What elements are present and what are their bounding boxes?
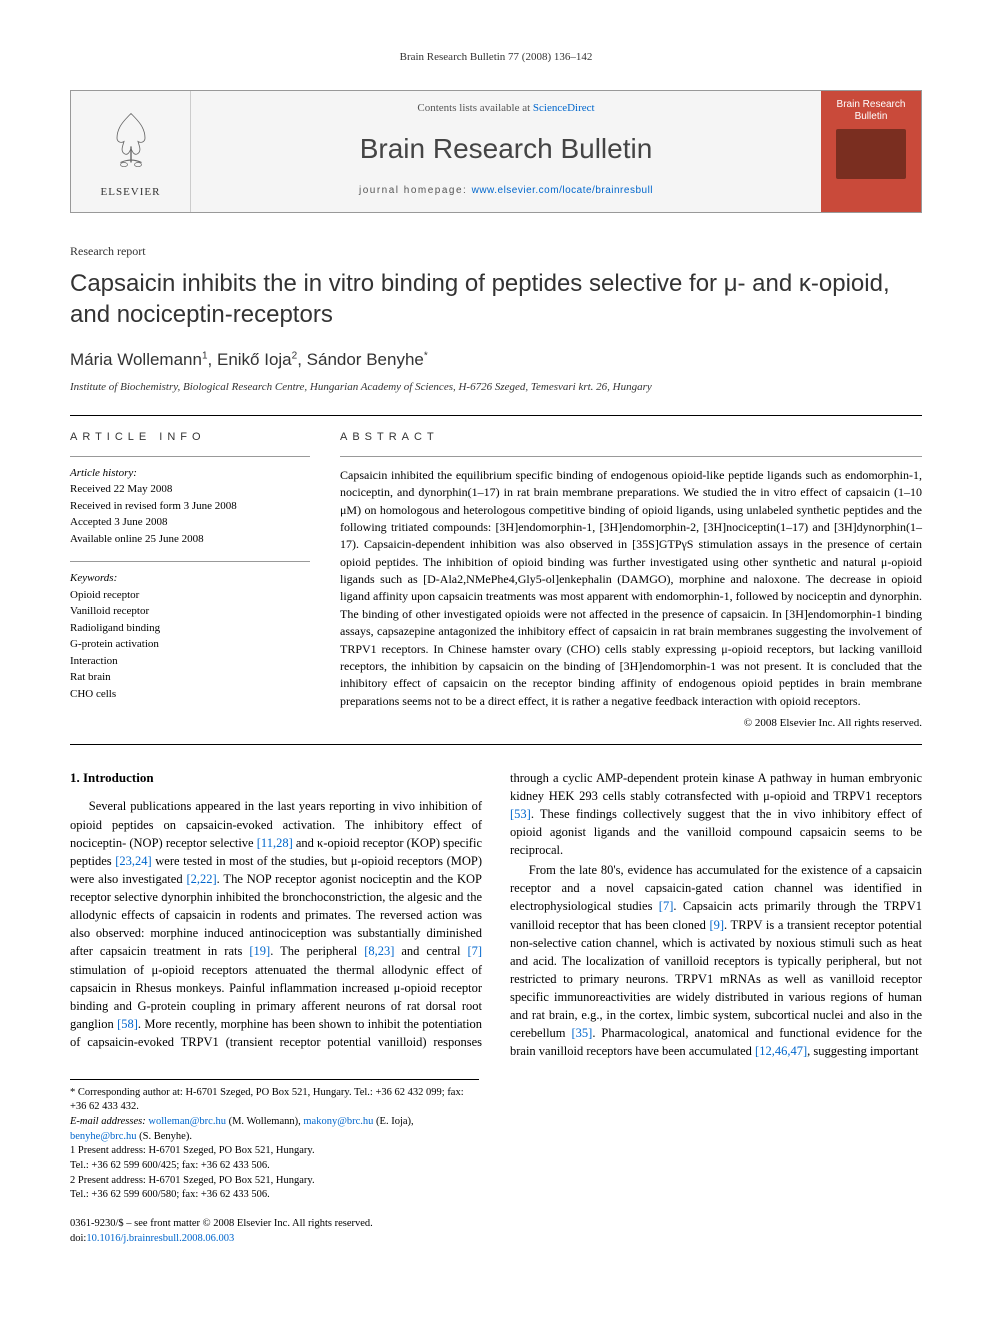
running-header: Brain Research Bulletin 77 (2008) 136–14… [70,50,922,65]
keywords-block: Keywords: Opioid receptor Vanilloid rece… [70,561,310,702]
citation-link[interactable]: [11,28] [257,836,293,850]
affiliation: Institute of Biochemistry, Biological Re… [70,380,922,395]
text-run: , suggesting important [807,1044,918,1058]
keyword: Interaction [70,653,310,670]
history-item: Accepted 3 June 2008 [70,514,310,531]
publisher-block: ELSEVIER [71,91,191,212]
keywords-label: Keywords: [70,570,310,587]
doi-link[interactable]: 10.1016/j.brainresbull.2008.06.003 [86,1233,234,1244]
homepage-prefix: journal homepage: [359,185,472,196]
masthead-center: Contents lists available at ScienceDirec… [191,91,821,212]
keyword: Opioid receptor [70,587,310,604]
citation-link[interactable]: [2,22] [186,872,216,886]
article-info: ARTICLE INFO Article history: Received 2… [70,430,310,731]
email-link[interactable]: benyhe@brc.hu [70,1131,137,1142]
journal-homepage: journal homepage: www.elsevier.com/locat… [201,184,811,198]
keyword: Radioligand binding [70,620,310,637]
email-who: (M. Wollemann), [226,1116,303,1127]
intro-heading: 1. Introduction [70,769,482,788]
citation-link[interactable]: [7] [659,899,674,913]
author-note-tel: Tel.: +36 62 599 600/425; fax: +36 62 43… [70,1159,479,1174]
citation-link[interactable]: [53] [510,807,531,821]
text-run: . The peripheral [270,944,364,958]
contents-line: Contents lists available at ScienceDirec… [201,101,811,116]
doi-prefix: doi: [70,1233,86,1244]
cover-title: Brain Research Bulletin [837,99,906,123]
keyword: Rat brain [70,669,310,686]
divider [70,744,922,745]
footnotes: * Corresponding author at: H-6701 Szeged… [70,1079,479,1204]
keyword: CHO cells [70,686,310,703]
article-history: Article history: Received 22 May 2008 Re… [70,456,310,548]
front-matter-line: 0361-9230/$ – see front matter © 2008 El… [70,1217,922,1232]
sciencedirect-link[interactable]: ScienceDirect [533,102,595,114]
journal-cover: Brain Research Bulletin [821,91,921,212]
citation-link[interactable]: [9] [709,918,724,932]
history-label: Article history: [70,465,310,482]
elsevier-tree-icon [96,103,166,173]
email-who: (S. Benyhe). [137,1131,192,1142]
article-title: Capsaicin inhibits the in vitro binding … [70,268,922,330]
article-type: Research report [70,243,922,260]
email-who: (E. Ioja), [373,1116,413,1127]
text-run: stimulation of μ-opioid receptors attenu… [70,963,482,977]
article-info-label: ARTICLE INFO [70,430,310,445]
cover-line2: Bulletin [855,111,888,122]
doi-line: doi:10.1016/j.brainresbull.2008.06.003 [70,1232,922,1247]
cover-image-icon [836,129,906,179]
corresponding-author: * Corresponding author at: H-6701 Szeged… [70,1086,479,1115]
text-run: . These findings collectively suggest th… [510,807,922,857]
citation-link[interactable]: [7] [467,944,482,958]
body-text: 1. Introduction Several publications app… [70,769,922,1061]
citation-link[interactable]: [8,23] [364,944,394,958]
journal-title: Brain Research Bulletin [201,129,811,168]
history-item: Received 22 May 2008 [70,481,310,498]
abstract-rule [340,456,922,457]
authors: Mária Wollemann1, Enikő Ioja2, Sándor Be… [70,348,922,372]
email-link[interactable]: wolleman@brc.hu [148,1116,226,1127]
abstract-text: Capsaicin inhibited the equilibrium spec… [340,467,922,710]
abstract-copyright: © 2008 Elsevier Inc. All rights reserved… [340,716,922,731]
citation-link[interactable]: [35] [571,1026,592,1040]
text-run: and central [394,944,467,958]
keyword: Vanilloid receptor [70,603,310,620]
homepage-link[interactable]: www.elsevier.com/locate/brainresbull [472,185,653,196]
author-note-tel: Tel.: +36 62 599 600/580; fax: +36 62 43… [70,1188,479,1203]
abstract-label: ABSTRACT [340,430,922,445]
history-item: Received in revised form 3 June 2008 [70,498,310,515]
citation-link[interactable]: [12,46,47] [755,1044,807,1058]
divider [70,415,922,416]
email-label: E-mail addresses: [70,1116,146,1127]
email-addresses: E-mail addresses: wolleman@brc.hu (M. Wo… [70,1115,479,1144]
cover-line1: Brain Research [837,99,906,110]
journal-masthead: ELSEVIER Contents lists available at Sci… [70,90,922,213]
citation-link[interactable]: [19] [249,944,270,958]
text-run: . TRPV is a transient receptor potential… [510,918,922,1041]
citation-link[interactable]: [58] [117,1017,138,1031]
abstract: ABSTRACT Capsaicin inhibited the equilib… [340,430,922,731]
contents-prefix: Contents lists available at [417,102,532,114]
email-link[interactable]: makony@brc.hu [303,1116,373,1127]
citation-link[interactable]: [23,24] [115,854,151,868]
author-note: 2 Present address: H-6701 Szeged, PO Box… [70,1174,479,1189]
bottom-matter: 0361-9230/$ – see front matter © 2008 El… [70,1217,922,1246]
history-item: Available online 25 June 2008 [70,531,310,548]
author-note: 1 Present address: H-6701 Szeged, PO Box… [70,1144,479,1159]
publisher-name: ELSEVIER [101,185,161,200]
keyword: G-protein activation [70,636,310,653]
body-paragraph: From the late 80's, evidence has accumul… [510,861,922,1060]
